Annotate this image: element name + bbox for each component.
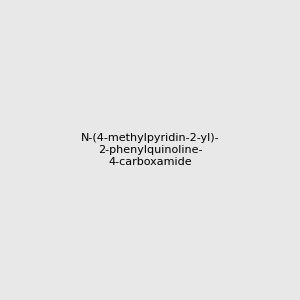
Text: N-(4-methylpyridin-2-yl)-
2-phenylquinoline-
4-carboxamide: N-(4-methylpyridin-2-yl)- 2-phenylquinol… — [81, 134, 219, 166]
